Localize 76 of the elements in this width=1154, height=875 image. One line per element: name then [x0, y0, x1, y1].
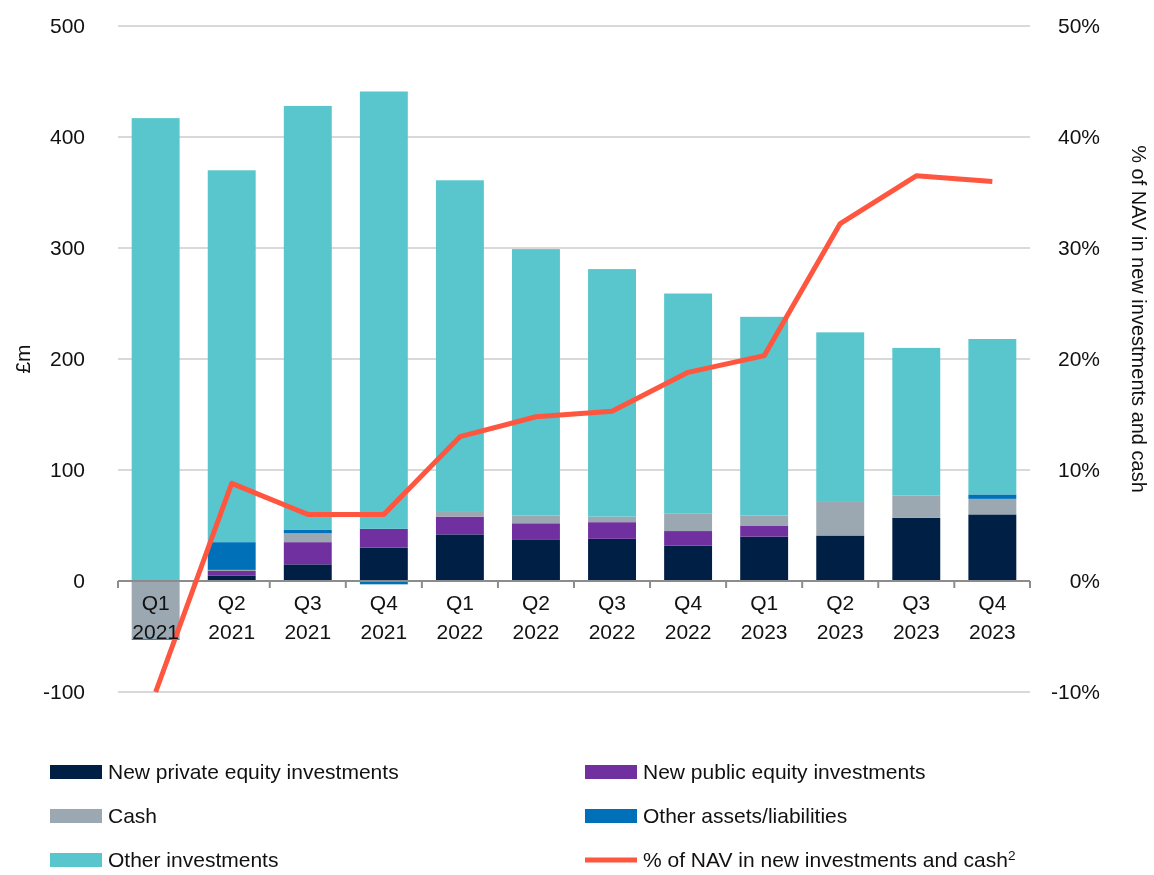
- y-axis-title: £m: [11, 344, 34, 374]
- bar: [892, 517, 941, 581]
- legend-label: % of NAV in new investments and cash$^{2}$: [643, 847, 1016, 872]
- x-tick-label: Q4 2022: [664, 591, 712, 643]
- bar: [359, 91, 408, 529]
- x-tick-label: Q2 2023: [816, 591, 864, 643]
- bar: [512, 523, 560, 540]
- x-tick-label: Q4 2021: [360, 591, 408, 643]
- bar: [283, 564, 332, 581]
- bar: [359, 528, 408, 548]
- legend-label: New private equity investments: [108, 760, 399, 784]
- bar: [588, 522, 636, 539]
- bar: [664, 545, 713, 581]
- y2-tick-label: 50%: [1057, 14, 1100, 38]
- x-tick-label: Q3 2021: [284, 591, 332, 643]
- y2-tick-label: 10%: [1057, 458, 1100, 482]
- bar: [283, 533, 332, 543]
- bar: [664, 513, 713, 532]
- bar: [435, 511, 484, 517]
- bar: [664, 293, 713, 514]
- y2-tick-label: 40%: [1057, 125, 1100, 149]
- bar: [740, 536, 789, 581]
- bar: [664, 531, 713, 546]
- legend-label: Other investments: [108, 848, 279, 872]
- y-tick-label: 400: [49, 125, 85, 149]
- bar: [816, 501, 865, 536]
- y2-tick-label: 20%: [1057, 347, 1100, 371]
- x-tick-label: Q1 2023: [740, 591, 788, 643]
- y-tick-label: 500: [49, 14, 85, 38]
- bar: [740, 525, 789, 537]
- bar: [588, 269, 636, 517]
- bar: [359, 547, 408, 581]
- legend-label: Cash: [108, 804, 158, 828]
- x-tick-label: Q2 2022: [512, 591, 560, 643]
- bar: [740, 316, 789, 516]
- bar: [283, 542, 332, 565]
- bar: [207, 542, 256, 570]
- bar: [968, 494, 1017, 499]
- x-tick-label: Q3 2022: [588, 591, 636, 643]
- legend-label: New public equity investments: [643, 760, 926, 784]
- bar: [588, 538, 636, 581]
- bar: [968, 339, 1017, 495]
- bar: [283, 529, 332, 534]
- bar: [283, 105, 332, 530]
- x-tick-label: Q2 2021: [208, 591, 256, 643]
- y2-tick-label: 30%: [1057, 236, 1100, 260]
- x-tick-label: Q4 2023: [968, 591, 1016, 643]
- bar: [512, 249, 560, 516]
- x-tick-label: Q1 2022: [436, 591, 484, 643]
- bar: [207, 575, 256, 581]
- bar: [435, 180, 484, 512]
- bar: [892, 495, 941, 518]
- bar: [435, 516, 484, 535]
- legend-label: Other assets/liabilities: [643, 804, 848, 828]
- y2-tick-label: -10%: [1050, 680, 1100, 704]
- bar: [816, 332, 865, 502]
- bar: [892, 347, 941, 496]
- bar: [207, 571, 256, 576]
- y-tick-label: 200: [49, 347, 85, 371]
- y2-tick-label: 0%: [1069, 569, 1100, 593]
- bar: [435, 534, 484, 581]
- bar: [968, 498, 1017, 515]
- y2-axis-title: % of NAV in new investments and cash: [1128, 145, 1150, 493]
- y-tick-label: -100: [42, 680, 85, 704]
- y-tick-label: 0: [73, 569, 85, 593]
- bar: [816, 535, 865, 581]
- y-tick-label: 300: [49, 236, 85, 260]
- bar: [131, 118, 180, 581]
- bar: [740, 515, 789, 526]
- x-tick-label: Q3 2023: [892, 591, 940, 643]
- bar: [968, 514, 1017, 581]
- bar: [512, 515, 560, 524]
- y-tick-label: 100: [49, 458, 85, 482]
- bar: [207, 170, 256, 543]
- bar: [512, 539, 560, 581]
- bar: [588, 516, 636, 523]
